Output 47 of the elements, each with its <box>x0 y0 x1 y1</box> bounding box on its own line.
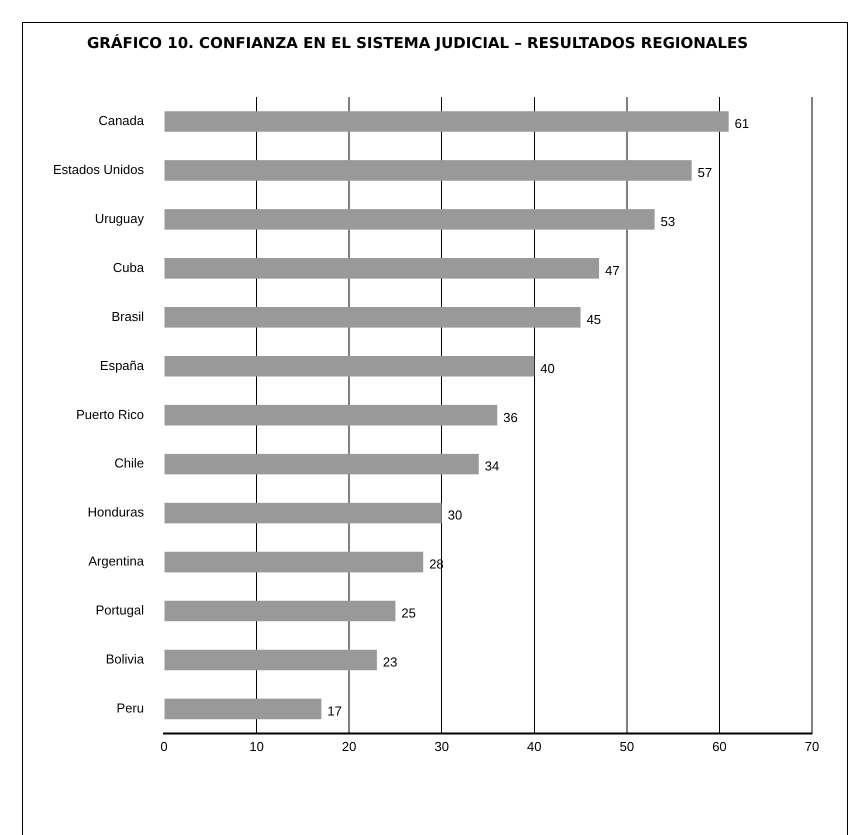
y-tick-label: Peru <box>116 700 144 716</box>
x-tick-label: 20 <box>342 738 356 754</box>
y-tick-label: Argentina <box>88 554 145 569</box>
bar <box>164 650 377 670</box>
y-tick-label: Uruguay <box>94 210 144 226</box>
bar <box>164 600 396 622</box>
bar <box>164 111 729 132</box>
x-tick-label: 30 <box>434 738 449 754</box>
bar <box>164 356 534 377</box>
y-tick-label: Estados Unidos <box>52 162 144 178</box>
bar <box>164 552 424 572</box>
data-label: 40 <box>540 360 555 376</box>
data-label: 17 <box>327 704 342 718</box>
bar <box>164 307 581 328</box>
y-tick-label: Portugal <box>96 602 144 618</box>
data-label: 45 <box>586 312 602 327</box>
y-tick-label: Canada <box>98 113 145 128</box>
data-label: 61 <box>734 116 750 132</box>
data-label: 25 <box>401 606 416 621</box>
x-tick-label: 10 <box>249 738 264 754</box>
bar <box>164 502 442 524</box>
y-tick-label: Bolivia <box>106 652 145 667</box>
data-label: 53 <box>660 214 676 229</box>
x-tick-label: 70 <box>804 738 820 754</box>
data-label: 30 <box>448 508 462 523</box>
bar <box>164 404 498 426</box>
y-tick-label: Brasil <box>111 308 144 324</box>
chart-title: GRÁFICO 10. CONFIANZA EN EL SISTEMA JUDICIAL – RESULTADOS REGIONALES <box>86 34 748 52</box>
bar <box>164 209 655 230</box>
bar <box>164 698 322 720</box>
bar <box>164 160 692 181</box>
x-tick-label: 40 <box>527 738 542 754</box>
y-tick-label: Puerto Rico <box>76 406 144 422</box>
y-tick-label: Chile <box>114 456 144 471</box>
bar <box>164 454 479 474</box>
x-tick-label: 0 <box>160 738 168 754</box>
data-label: 36 <box>503 410 518 425</box>
y-tick-label: Honduras <box>88 504 144 520</box>
x-tick-label: 50 <box>620 738 634 754</box>
y-tick-label: España <box>100 358 145 373</box>
y-tick-label: Cuba <box>112 260 145 275</box>
data-label: 47 <box>605 262 620 278</box>
data-label: 23 <box>382 654 398 670</box>
data-label: 57 <box>698 165 712 180</box>
data-label: 34 <box>484 458 500 474</box>
x-tick-label: 60 <box>712 738 727 754</box>
bar <box>164 258 600 279</box>
